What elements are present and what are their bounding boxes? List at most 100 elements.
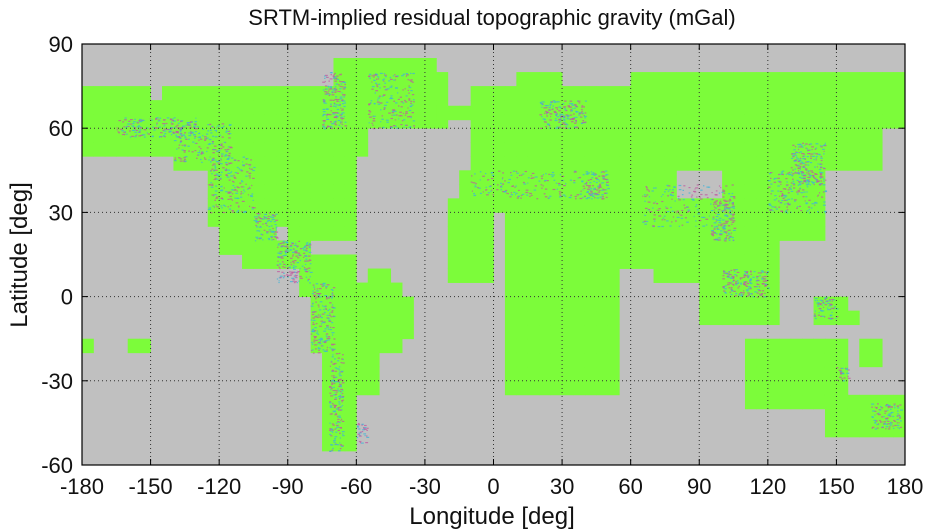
residual-speck [159,117,162,119]
residual-speck [163,119,166,121]
residual-speck [724,291,727,294]
coverage-cell [630,226,643,241]
coverage-cell [642,198,654,213]
residual-speck [583,121,587,123]
residual-speck [266,232,269,234]
residual-speck [678,197,680,199]
residual-speck [896,414,898,417]
residual-speck [119,128,123,130]
residual-speck [232,185,235,187]
residual-speck [743,275,746,277]
residual-speck [152,126,154,128]
residual-speck [213,206,215,208]
x-tick-label: 90 [687,474,711,499]
residual-speck [544,112,546,114]
coverage-cell [504,86,517,101]
residual-speck [249,195,253,197]
coverage-cell [653,212,666,227]
coverage-cell [470,212,483,227]
residual-speck [819,176,822,178]
coverage-cell [733,310,746,326]
residual-speck [287,276,289,278]
residual-speck [336,408,339,410]
residual-speck [723,190,726,192]
coverage-cell [642,156,654,171]
residual-speck [280,246,283,248]
residual-speck [658,215,662,217]
residual-speck [319,325,322,327]
residual-speck [871,406,873,408]
residual-speck [335,120,337,122]
residual-speck [473,193,475,195]
residual-speck [545,112,548,114]
residual-speck [338,396,340,398]
residual-speck [653,220,656,222]
residual-speck [742,292,745,294]
residual-speck [575,110,578,112]
coverage-cell [436,86,449,101]
residual-speck [183,144,187,146]
residual-speck [368,110,371,112]
residual-speck [822,302,826,304]
residual-speck [380,109,382,111]
residual-speck [663,215,666,217]
residual-speck [665,206,667,208]
residual-speck [581,111,583,113]
residual-speck [228,191,232,193]
residual-speck [394,110,397,112]
residual-speck [711,192,713,194]
residual-speck [555,101,558,103]
residual-speck [205,133,209,135]
coverage-cell [859,156,872,171]
residual-speck [741,277,743,279]
residual-speck [796,207,798,209]
residual-speck [713,228,716,230]
residual-speck [371,81,373,83]
residual-speck [794,146,797,148]
residual-speck [229,195,232,197]
coverage-cell [116,128,129,143]
residual-speck [234,189,237,191]
residual-speck [574,171,577,173]
coverage-cell [687,198,700,213]
residual-speck [265,216,268,218]
residual-speck [471,190,473,192]
coverage-cell [207,170,220,185]
residual-speck [750,287,752,289]
residual-speck [328,80,330,82]
coverage-cell [607,170,620,185]
coverage-cell [482,114,494,129]
residual-speck [588,186,591,188]
residual-speck [731,210,733,212]
coverage-cell [573,240,586,255]
residual-speck [732,276,735,278]
residual-speck [546,115,549,117]
residual-speck [558,184,561,186]
residual-speck [310,305,314,307]
residual-speck [750,271,752,273]
residual-speck [271,239,273,241]
residual-speck [581,121,584,124]
residual-speck [401,75,404,77]
residual-speck [293,260,297,262]
residual-speck [335,106,337,108]
residual-speck [339,88,342,90]
residual-speck [488,185,492,188]
residual-speck [723,272,726,274]
residual-speck [326,92,329,94]
residual-speck [561,175,565,177]
residual-speck [781,199,784,202]
residual-speck [573,182,576,184]
residual-speck [564,121,566,124]
residual-speck [333,386,335,389]
residual-speck [560,113,564,115]
coverage-cell [562,310,574,326]
residual-speck [738,294,741,296]
coverage-cell [253,114,266,129]
residual-speck [341,109,344,111]
coverage-cell [253,128,266,143]
coverage-cell [859,100,872,115]
residual-speck [219,190,223,192]
residual-speck [546,180,549,182]
residual-speck [780,183,782,185]
